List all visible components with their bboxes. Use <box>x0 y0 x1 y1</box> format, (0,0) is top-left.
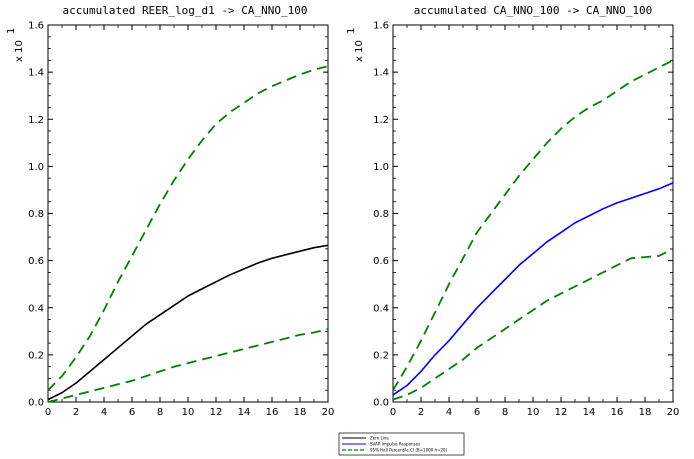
right-y-scale-base: x 10 <box>354 40 365 62</box>
right-panel: accumulated CA_NNO_100 -> CA_NNO_100 x 1… <box>346 4 679 418</box>
right-chart-title: accumulated CA_NNO_100 -> CA_NNO_100 <box>414 4 652 17</box>
left-x-tick-label: 8 <box>157 407 163 418</box>
left-y-scale-label: x 10 1 <box>6 28 25 62</box>
left-y-tick-label: 0.4 <box>28 303 44 314</box>
left-y-scale-exponent: 1 <box>6 28 17 34</box>
legend-label-ci: 95% Hall Percentile CI (B=1000 h=20) <box>370 448 447 453</box>
left-y-tick-label: 0.6 <box>28 256 44 267</box>
right-y-tick-label: 1.4 <box>373 68 389 79</box>
right-x-tick-label: 18 <box>639 407 652 418</box>
left-y-tick-label: 0.8 <box>28 209 44 220</box>
right-y-tick-label: 0.2 <box>373 350 389 361</box>
legend-label-zero-line: Zero Line <box>370 436 389 441</box>
legend-box <box>338 432 465 456</box>
right-y-tick-label: 0.4 <box>373 303 389 314</box>
left-x-tick-label: 6 <box>129 407 135 418</box>
right-y-tick-label: 0.6 <box>373 256 389 267</box>
right-y-tick-label: 0.8 <box>373 209 389 220</box>
right-lower-ci-line <box>392 247 674 401</box>
left-x-tick-label: 0 <box>45 407 51 418</box>
left-y-tick-label: 1.4 <box>28 68 44 79</box>
right-x-tick-label: 10 <box>527 407 540 418</box>
right-y-tick-label: 1.6 <box>373 21 389 32</box>
left-x-tick-label: 2 <box>73 407 79 418</box>
left-x-tick-label: 14 <box>238 407 251 418</box>
legend-item-ci: 95% Hall Percentile CI (B=1000 h=20) <box>342 448 447 453</box>
left-panel: accumulated REER_log_d1 -> CA_NNO_100 x … <box>6 4 334 418</box>
legend-label-svar: SVAR Impulse Responses <box>370 442 420 447</box>
right-x-tick-label: 20 <box>667 407 680 418</box>
right-y-tick-label: 0.0 <box>373 398 389 409</box>
right-x-tick-label: 2 <box>418 407 424 418</box>
right-x-tick-label: 8 <box>502 407 508 418</box>
right-x-tick-label: 14 <box>583 407 596 418</box>
left-x-tick-label: 18 <box>294 407 307 418</box>
left-x-axis: 0 2 4 6 8 10 12 14 16 18 20 <box>45 25 335 418</box>
left-x-tick-label: 12 <box>210 407 223 418</box>
left-x-tick-label: 16 <box>266 407 279 418</box>
right-x-tick-label: 12 <box>555 407 568 418</box>
left-upper-ci-line <box>47 65 329 391</box>
left-y-axis: 0.0 0.2 0.4 0.6 0.8 1.0 1.2 1.4 1.6 <box>28 21 328 409</box>
right-plot-frame <box>392 24 674 403</box>
right-x-tick-label: 4 <box>446 407 452 418</box>
right-y-scale-exponent: 1 <box>346 28 357 34</box>
left-chart-title: accumulated REER_log_d1 -> CA_NNO_100 <box>62 4 307 17</box>
right-upper-ci-line <box>392 59 674 391</box>
right-impulse-response-line <box>392 182 674 396</box>
left-x-tick-label: 4 <box>101 407 107 418</box>
legend: Zero Line SVAR Impulse Responses 95% Hal… <box>338 432 465 456</box>
left-plot-frame <box>47 24 329 403</box>
right-y-scale-label: x 10 1 <box>346 28 365 62</box>
legend-item-svar: SVAR Impulse Responses <box>342 442 420 447</box>
left-y-tick-label: 1.6 <box>28 21 44 32</box>
left-series-group <box>47 65 329 403</box>
left-y-tick-label: 0.2 <box>28 350 44 361</box>
right-x-tick-label: 6 <box>474 407 480 418</box>
legend-item-zero-line: Zero Line <box>342 436 389 441</box>
left-x-tick-label: 10 <box>182 407 195 418</box>
left-y-scale-base: x 10 <box>14 40 25 62</box>
right-x-tick-label: 16 <box>611 407 624 418</box>
left-x-tick-label: 20 <box>322 407 335 418</box>
right-x-axis: 0 2 4 6 8 10 12 14 16 18 20 <box>390 25 680 418</box>
right-y-axis: 0.0 0.2 0.4 0.6 0.8 1.0 1.2 1.4 1.6 <box>373 21 673 409</box>
left-lower-ci-line <box>47 328 329 403</box>
left-impulse-response-line <box>47 244 329 401</box>
right-y-tick-label: 1.2 <box>373 115 389 126</box>
right-series-group <box>392 59 674 401</box>
left-y-tick-label: 1.2 <box>28 115 44 126</box>
right-x-tick-label: 0 <box>390 407 396 418</box>
left-y-tick-label: 1.0 <box>28 162 44 173</box>
right-y-tick-label: 1.0 <box>373 162 389 173</box>
left-y-tick-label: 0.0 <box>28 398 44 409</box>
